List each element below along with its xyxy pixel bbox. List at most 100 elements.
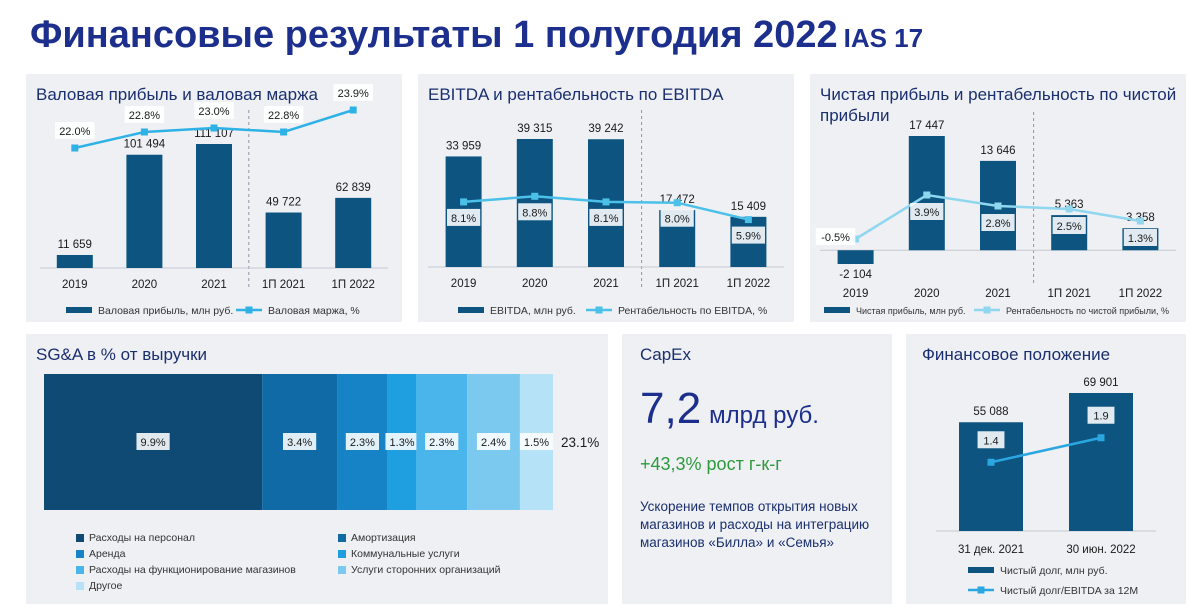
line-label-0-bg [815, 228, 856, 245]
line-label-1: 3.9% [914, 207, 939, 219]
bar-0 [837, 250, 874, 264]
bar-label-3: 49 722 [266, 197, 301, 209]
sga-legend-swatch [338, 566, 346, 575]
line-marker-0 [460, 198, 468, 206]
line-label-3-bg [1052, 217, 1086, 234]
sga-segment-label-6: 1.5% [524, 437, 549, 449]
category-label-4: 1П 2022 [331, 279, 374, 291]
category-label-2: 2021 [201, 279, 227, 291]
net-profit-panel: Чистая прибыль и рентабельность по чисто… [810, 74, 1186, 322]
sga-legend-swatch [76, 534, 84, 543]
bar-label-2: 111 107 [194, 128, 234, 140]
line-label-3-bg [660, 209, 694, 227]
bar-label-2: 13 646 [980, 145, 1015, 157]
sga-segment-label-1: 3.4% [287, 437, 312, 449]
line-marker-2 [602, 198, 610, 206]
sga-legend-swatch [338, 534, 346, 543]
bar-label-4: 62 839 [336, 182, 371, 194]
category-label-0: 31 дек. 2021 [958, 544, 1024, 556]
legend-bar-swatch [458, 307, 484, 313]
sga-segment-label-4-bg [425, 433, 459, 450]
sga-legend-swatch [338, 550, 346, 559]
bar-label-2: 39 242 [588, 123, 623, 135]
line-marker-0 [852, 235, 860, 243]
legend-bar-label: EBITDA, млн руб. [490, 305, 576, 317]
line-marker-2 [210, 124, 218, 132]
sga-segment-label-2: 2.3% [350, 437, 375, 449]
line-label-2-bg [589, 208, 623, 226]
category-label-0: 2019 [62, 279, 88, 291]
line-marker-4 [349, 106, 357, 114]
line-label-4: 1.3% [1128, 233, 1153, 245]
category-label-3: 1П 2021 [262, 279, 305, 291]
bar-label-1: 101 494 [124, 139, 166, 151]
line-label-2-bg [981, 214, 1015, 231]
line-series [990, 436, 1102, 464]
bar-label-0: -2 104 [839, 269, 872, 281]
legend-line-label: Валовая маржа, % [268, 305, 360, 317]
line-label-2: 2.8% [985, 218, 1010, 230]
financial-position-chart: 55 088 31 дек. 2021 69 901 30 июн. 2022 1.4 1… [936, 377, 1156, 597]
line-label-4-bg [731, 226, 765, 244]
legend-bar-label: Валовая прибыль, млн руб. [98, 305, 233, 317]
ebitda-panel: EBITDA и рентабельность по EBITDA 33 959… [418, 74, 794, 322]
sga-legend-3: Коммунальные услуги [338, 548, 460, 560]
line-marker-1 [140, 128, 148, 136]
sga-segment-label-4: 2.3% [429, 437, 454, 449]
sga-legend-swatch [76, 582, 84, 591]
capex-panel: CapEx 7,2 млрд руб. +43,3% рост г-к-г Уск… [622, 334, 892, 604]
line-label-1-bg [124, 106, 165, 123]
net-profit-title: Чистая прибыль и рентабельность по чисто… [820, 85, 1177, 125]
bar-4 [335, 197, 372, 268]
page-title: Финансовые результаты 1 полугодия 2022 IA… [30, 14, 924, 56]
legend-line-label: Рентабельность по чистой прибыли, % [1006, 306, 1169, 316]
capex-value: 7,2 млрд руб. [640, 384, 819, 433]
line-marker-0 [71, 144, 79, 152]
sga-chart: 9.9% 3.4% 2.3% 1.3% 2.3% 2.4% 1.5% 23.1% [44, 374, 599, 510]
financial-position-title: Финансовое положение [922, 345, 1111, 364]
legend-bar-label: Чистый долг, млн руб. [1000, 565, 1108, 577]
sga-legend-0: Расходы на персонал [76, 532, 195, 544]
category-label-1: 2020 [914, 288, 940, 300]
line-marker-3 [673, 199, 681, 207]
sga-panel: SG&A в % от выручки 9.9% 3.4% 2.3% 1.3% 2.3%… [26, 334, 608, 604]
bar-label-1: 39 315 [517, 123, 552, 135]
legend-bar-swatch [66, 307, 92, 313]
legend-bar-label: Чистая прибыль, млн руб. [856, 306, 965, 316]
line-label-3: 22.8% [268, 110, 299, 122]
line-marker-4 [1136, 217, 1144, 225]
category-label-4: 1П 2022 [727, 278, 770, 290]
line-label-3: 2.5% [1057, 221, 1082, 233]
legend-line-label: Чистый долг/EBITDA за 12M [1000, 585, 1138, 597]
line-marker-3 [1065, 205, 1073, 213]
line-label-0: -0.5% [821, 232, 850, 244]
capex-description: Ускорение темпов открытия новых магазино… [640, 499, 870, 550]
capex-unit: млрд руб. [709, 402, 819, 429]
line-label-2: 8.1% [593, 213, 618, 225]
sga-legend-6: Другое [76, 580, 122, 592]
category-label-3: 1П 2021 [1047, 288, 1090, 300]
line-marker-3 [280, 128, 288, 136]
bar-label-0: 33 959 [446, 140, 481, 152]
sga-legend-4: Расходы на функционирование магазинов [76, 564, 296, 576]
line-label-0: 1.4 [983, 435, 998, 447]
bar-label-4: 15 409 [731, 201, 766, 213]
bar-label-1: 69 901 [1083, 377, 1118, 389]
gross-profit-chart: 11 659 2019 101 494 2020 111 107 2021 49 722 1П… [40, 84, 388, 317]
bar-1 [126, 154, 163, 268]
sga-segment-label-0-bg [136, 433, 170, 450]
legend-line-marker [595, 306, 603, 314]
bar-label-0: 55 088 [973, 406, 1008, 418]
sga-segment-label-6-bg [519, 433, 554, 450]
line-label-0: 8.1% [451, 213, 476, 225]
line-marker-2 [994, 202, 1002, 210]
line-marker-4 [744, 216, 752, 224]
financial-position-panel: Финансовое положение 55 088 31 дек. 2021 6… [906, 334, 1186, 604]
line-label-4-bg [1123, 229, 1157, 246]
line-label-3-bg [263, 106, 304, 123]
legend-line-marker [977, 586, 985, 594]
capex-growth: +43,3% рост г-к-г [640, 454, 782, 474]
line-label-4: 23.9% [338, 88, 369, 100]
